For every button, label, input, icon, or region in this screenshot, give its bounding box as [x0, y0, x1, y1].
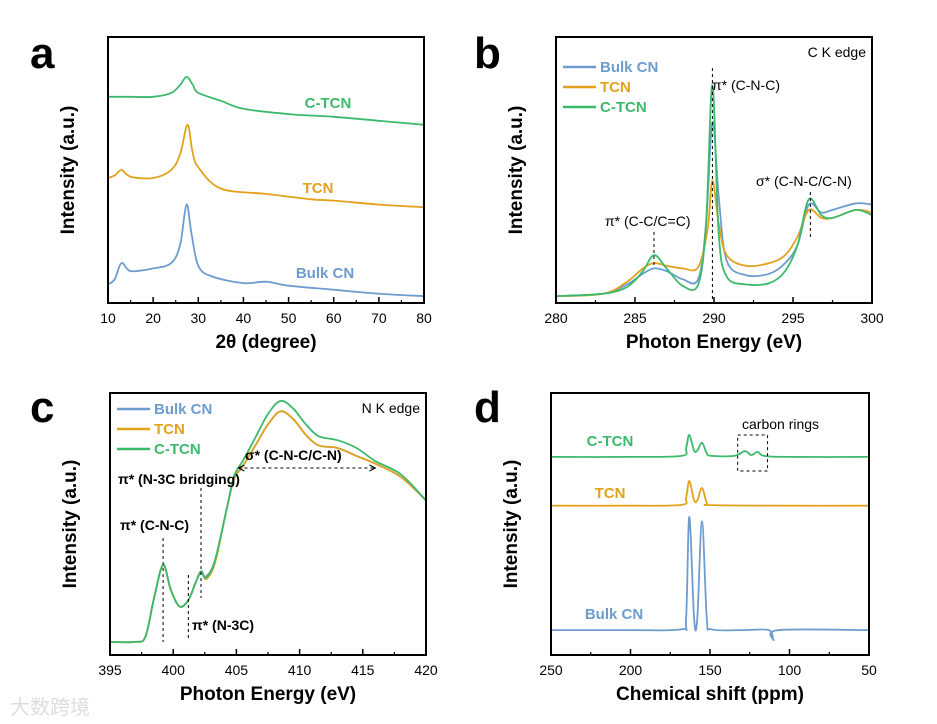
annotation-label: π* (N-3C bridging)	[118, 471, 240, 487]
x-tick-label: 150	[698, 662, 722, 678]
x-tick-label: 60	[326, 310, 342, 326]
edge-label: C K edge	[808, 44, 867, 60]
annotation-label: π* (C-C/C=C)	[605, 213, 691, 229]
y-axis-label: Intensity (a.u.)	[501, 460, 522, 589]
carbon-rings-box	[737, 434, 769, 472]
annotation-label: π* (N-3C)	[192, 617, 254, 633]
series-line-bulk-cn	[555, 121, 873, 297]
panel-letter: c	[30, 383, 54, 432]
x-tick-label: 200	[619, 662, 643, 678]
legend-label: TCN	[600, 79, 631, 96]
panel-letter: a	[30, 29, 55, 78]
y-axis-label: Intensity (a.u.)	[506, 106, 527, 235]
x-tick-label: 70	[371, 310, 387, 326]
series-line-c-tcn	[550, 433, 870, 458]
x-tick-label: 410	[288, 662, 312, 678]
x-axis-label: 2θ (degree)	[215, 332, 316, 353]
x-tick-label: 50	[281, 310, 297, 326]
annotation-label: carbon rings	[742, 416, 819, 432]
x-tick-label: 290	[702, 310, 726, 326]
x-tick-label: 40	[236, 310, 252, 326]
watermark: 大数跨境	[10, 696, 90, 719]
panel-letter: d	[474, 383, 501, 432]
x-tick-label: 295	[781, 310, 805, 326]
edge-label: N K edge	[362, 400, 421, 416]
panel-a: a 10 20 30 40 50 60 70 80 2θ (degree) Intensity (a…	[30, 29, 432, 353]
series-line-c-tcn	[108, 75, 425, 126]
legend-label: Bulk CN	[600, 59, 658, 76]
curve-label: Bulk CN	[296, 265, 354, 282]
plot-frame	[555, 36, 873, 304]
curve-label: TCN	[595, 485, 626, 502]
series-line-bulk-cn	[107, 203, 425, 297]
x-tick-label: 405	[225, 662, 249, 678]
annotation-label: π* (C-N-C)	[712, 77, 780, 93]
x-tick-label: 10	[100, 310, 116, 326]
y-axis-label: Intensity (a.u.)	[58, 106, 79, 235]
x-tick-label: 420	[414, 662, 438, 678]
annotation-label: σ* (C-N-C/C-N)	[756, 173, 852, 189]
legend-label: TCN	[154, 421, 185, 438]
x-tick-label: 30	[190, 310, 206, 326]
x-tick-label: 400	[162, 662, 186, 678]
annotation-label: π* (C-N-C)	[120, 517, 189, 533]
curve-label: Bulk CN	[585, 606, 643, 623]
series-line-c-tcn	[555, 83, 873, 297]
x-tick-label: 300	[860, 310, 884, 326]
x-tick-label: 250	[539, 662, 563, 678]
panel-c: c 395 400 405 410 415 420 Photon Energy (eV) Int…	[30, 383, 438, 705]
curve-label: C-TCN	[305, 95, 352, 112]
series-line-bulk-cn	[550, 515, 870, 642]
plot-frame	[107, 36, 425, 304]
series-line-tcn	[555, 179, 873, 297]
x-tick-label: 100	[778, 662, 802, 678]
x-tick-label: 395	[98, 662, 122, 678]
x-tick-label: 280	[544, 310, 568, 326]
legend-label: C-TCN	[600, 99, 647, 116]
series-line-c-tcn	[109, 399, 427, 644]
x-tick-label: 285	[623, 310, 647, 326]
panel-b: b 280 285 290 295 300 Photon Energy (eV) Intens…	[474, 29, 884, 353]
x-tick-label: 80	[416, 310, 432, 326]
panel-letter: b	[474, 29, 501, 78]
legend-label: Bulk CN	[154, 401, 212, 418]
x-tick-label: 415	[351, 662, 375, 678]
series-line-tcn	[550, 480, 870, 507]
curve-label: C-TCN	[587, 433, 634, 450]
plot-frame	[109, 392, 427, 656]
x-axis-label: Photon Energy (eV)	[180, 684, 356, 705]
x-axis-label: Photon Energy (eV)	[626, 332, 802, 353]
panel-d: d 250 200 150 100 50 Chemical shift (ppm) Inten…	[474, 383, 877, 705]
legend-label: C-TCN	[154, 441, 201, 458]
curve-label: TCN	[303, 180, 334, 197]
annotation-label: σ* (C-N-C/C-N)	[245, 447, 342, 463]
x-tick-label: 20	[145, 310, 161, 326]
plot-frame	[550, 392, 870, 656]
x-axis-label: Chemical shift (ppm)	[616, 684, 804, 705]
y-axis-label: Intensity (a.u.)	[60, 460, 81, 589]
x-tick-label: 50	[861, 662, 877, 678]
series-line-tcn	[107, 123, 425, 209]
arrow-head-icon	[237, 464, 377, 472]
